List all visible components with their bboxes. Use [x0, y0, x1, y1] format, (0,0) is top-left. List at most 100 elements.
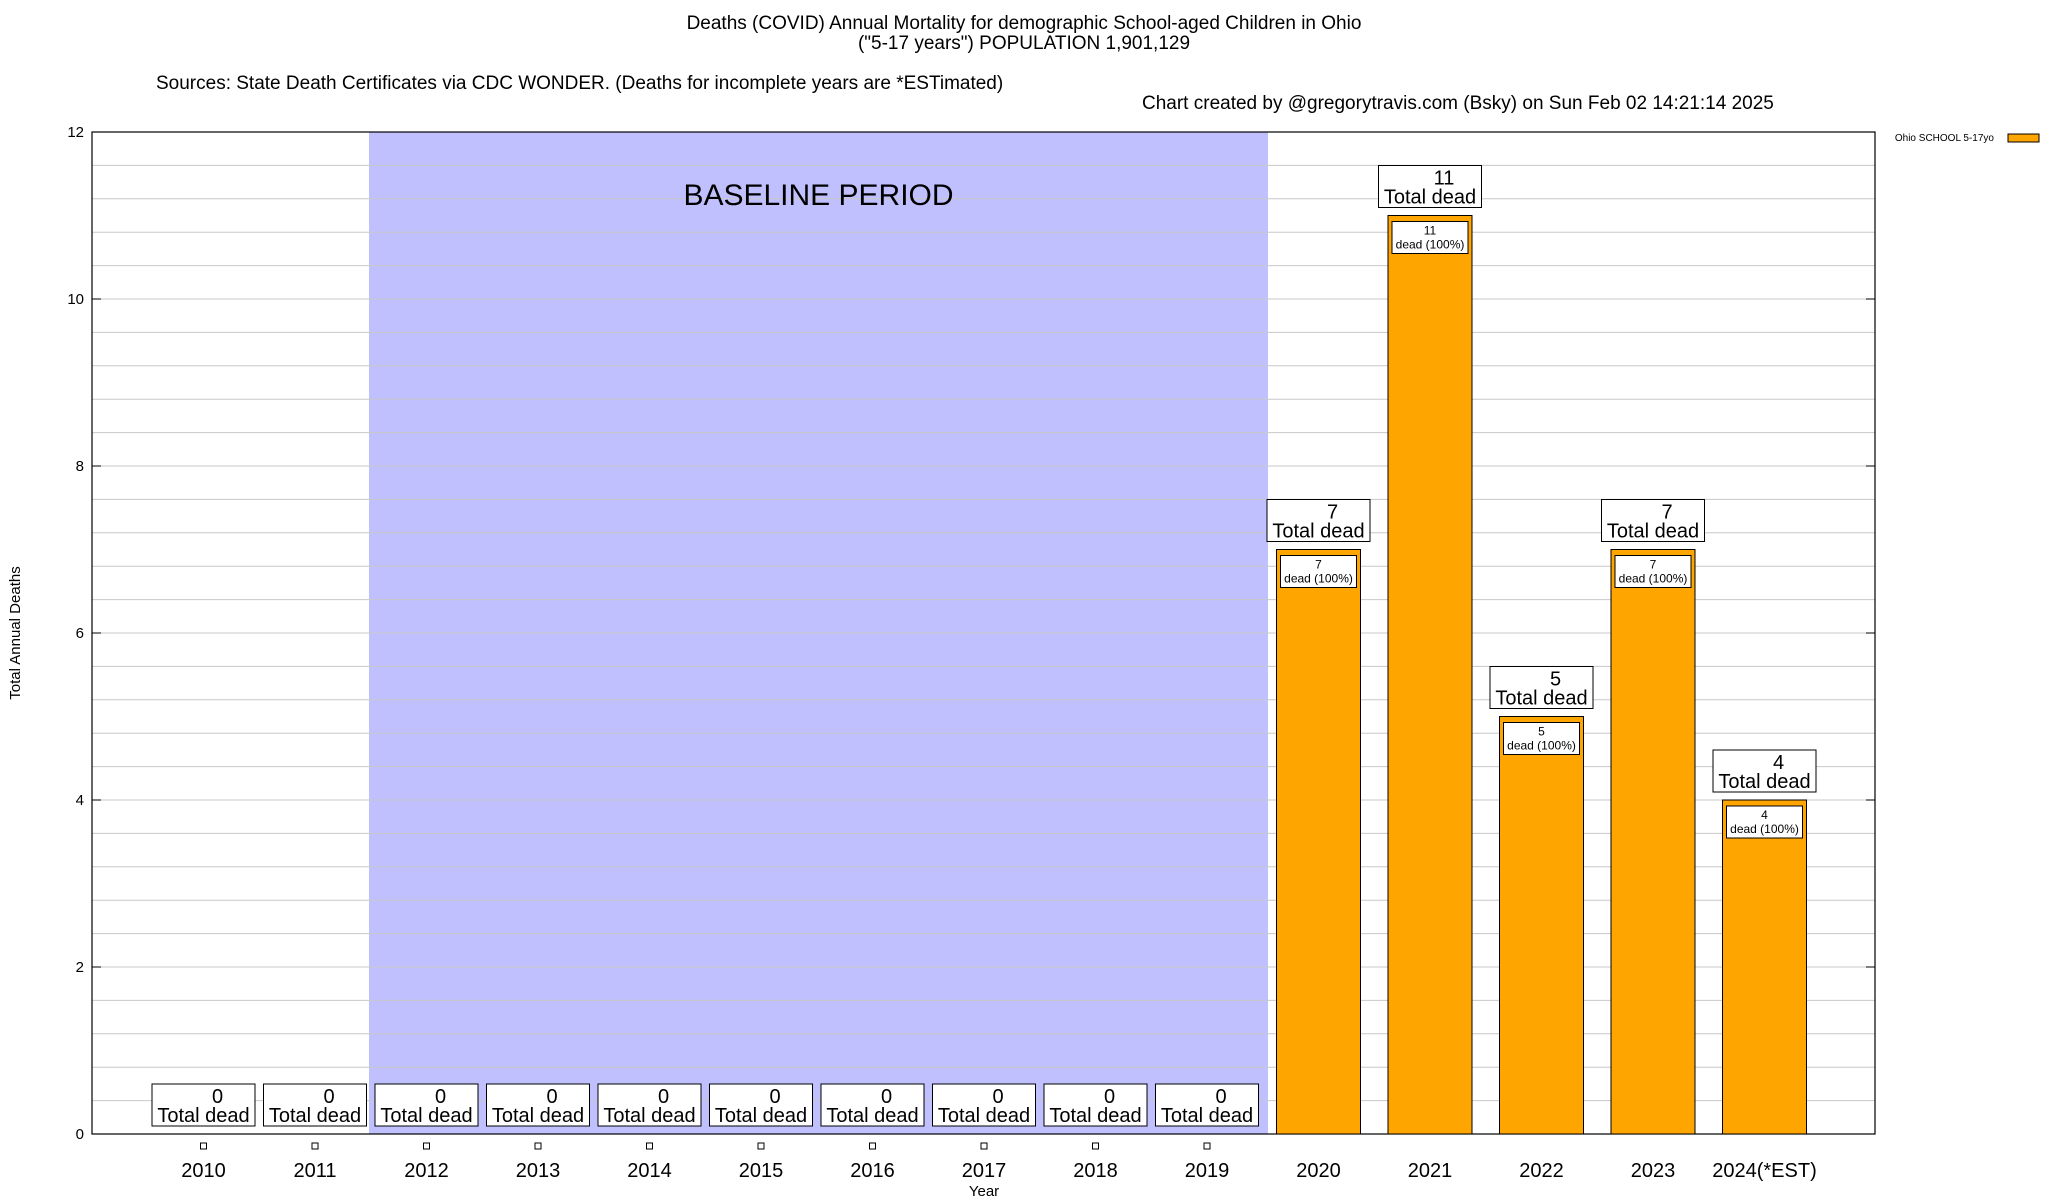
baseline-label: BASELINE PERIOD	[683, 179, 953, 212]
bar	[1499, 716, 1584, 1135]
zero-bar-marker	[423, 1142, 430, 1150]
inner-label-text: dead (100%)	[1619, 572, 1688, 586]
total-label-text: Total dead	[1049, 1105, 1141, 1127]
total-label-box	[374, 1083, 479, 1127]
total-label-value: 4	[1773, 752, 1784, 774]
x-tick-label: 2012	[404, 1160, 449, 1182]
x-tick-label: 2021	[1408, 1160, 1453, 1182]
legend-label: Ohio SCHOOL 5-17yo	[1895, 133, 1995, 144]
inner-label-text: dead (100%)	[1396, 238, 1465, 252]
total-label-value: 7	[1661, 502, 1672, 524]
inner-label-text: dead (100%)	[1507, 739, 1576, 753]
total-label-box	[820, 1083, 925, 1127]
zero-bar-marker	[869, 1142, 876, 1150]
zero-bar-marker	[980, 1142, 988, 1150]
x-tick-label: 2015	[739, 1160, 784, 1182]
total-label-box	[1601, 499, 1705, 542]
total-label-value: 0	[546, 1086, 557, 1108]
inner-label-value: 7	[1650, 558, 1657, 572]
x-tick-label: 2023	[1631, 1160, 1676, 1182]
total-label-text: Total dead	[938, 1105, 1030, 1127]
x-tick-label: 2014	[627, 1160, 672, 1182]
total-label-value: 0	[992, 1086, 1003, 1108]
y-axis-label: Total Annual Deaths	[7, 566, 24, 699]
zero-bar-marker	[646, 1142, 653, 1150]
total-label-box	[709, 1083, 813, 1127]
total-label-value: 5	[1550, 669, 1561, 691]
total-label-box	[1043, 1083, 1148, 1127]
x-tick-label: 2019	[1185, 1160, 1230, 1182]
x-tick-label: 2011	[293, 1160, 336, 1182]
total-label-box	[1155, 1083, 1259, 1127]
total-label-value: 0	[769, 1086, 780, 1108]
total-label-text: Total dead	[1607, 521, 1699, 543]
zero-bar-marker	[1092, 1142, 1099, 1150]
zero-bar-marker	[1203, 1142, 1211, 1150]
total-label-value: 0	[881, 1086, 892, 1108]
sources-note: Sources: State Death Certificates via CD…	[156, 73, 1004, 94]
inner-label-box	[1614, 555, 1692, 588]
total-label-text: Total dead	[603, 1105, 695, 1127]
y-tick-label: 2	[76, 959, 84, 976]
total-label-text: Total dead	[1495, 688, 1587, 710]
chart-title: Deaths (COVID) Annual Mortality for demo…	[686, 13, 1362, 34]
inner-label-value: 11	[1424, 224, 1437, 238]
total-label-value: 11	[1434, 168, 1455, 190]
bar	[1610, 549, 1696, 1135]
y-tick-label: 12	[67, 124, 84, 141]
total-label-value: 0	[1104, 1086, 1115, 1108]
total-label-text: Total dead	[1718, 771, 1810, 793]
inner-label-box	[1503, 722, 1580, 755]
total-label-box	[1266, 499, 1371, 542]
inner-label-text: dead (100%)	[1730, 822, 1799, 836]
bar	[1387, 215, 1473, 1135]
chart-credit: Chart created by @gregorytravis.com (Bsk…	[1142, 93, 1774, 114]
zero-bar-marker	[534, 1142, 542, 1150]
total-label-box	[263, 1083, 367, 1127]
total-label-text: Total dead	[1384, 187, 1476, 209]
total-label-text: Total dead	[492, 1105, 584, 1127]
inner-label-value: 5	[1538, 725, 1545, 739]
y-tick-label: 6	[76, 625, 84, 642]
total-label-text: Total dead	[1272, 521, 1364, 543]
inner-label-text: dead (100%)	[1284, 572, 1353, 586]
total-label-box	[597, 1083, 702, 1127]
total-label-text: Total dead	[269, 1105, 361, 1127]
y-tick-label: 10	[67, 291, 84, 308]
y-tick-label: 8	[76, 458, 84, 475]
total-label-text: Total dead	[380, 1105, 472, 1127]
total-label-value: 7	[1327, 502, 1338, 524]
inner-label-box	[1391, 221, 1469, 254]
total-label-box	[151, 1083, 256, 1127]
inner-label-box	[1280, 555, 1357, 588]
total-label-value: 0	[212, 1086, 223, 1108]
inner-label-value: 4	[1761, 808, 1768, 822]
zero-bar-marker	[757, 1142, 765, 1150]
bar	[1276, 549, 1361, 1135]
total-label-value: 0	[435, 1086, 446, 1108]
x-tick-label: 2016	[850, 1160, 895, 1182]
inner-label-box	[1726, 805, 1803, 839]
y-tick-label: 4	[76, 792, 84, 809]
total-label-text: Total dead	[157, 1105, 249, 1127]
x-axis-label: Year	[969, 1183, 999, 1200]
bar	[1722, 799, 1807, 1135]
total-label-box	[932, 1083, 1036, 1127]
x-tick-label: 2013	[516, 1160, 561, 1182]
total-label-value: 0	[658, 1086, 669, 1108]
total-label-box	[1489, 666, 1594, 709]
chart-sources-row: Sources: State Death Certificates via CD…	[0, 54, 2048, 114]
total-label-box	[1712, 749, 1817, 793]
inner-label-value: 7	[1315, 558, 1322, 572]
total-label-text: Total dead	[826, 1105, 918, 1127]
total-label-text: Total dead	[715, 1105, 807, 1127]
zero-bar-marker	[200, 1142, 207, 1150]
total-label-box	[486, 1083, 590, 1127]
x-tick-label: 2017	[962, 1160, 1007, 1182]
y-tick-label: 0	[76, 1126, 84, 1143]
x-tick-label: 2018	[1073, 1160, 1118, 1182]
total-label-box	[1378, 165, 1482, 208]
legend-swatch	[2007, 133, 2040, 143]
total-label-text: Total dead	[1161, 1105, 1253, 1127]
